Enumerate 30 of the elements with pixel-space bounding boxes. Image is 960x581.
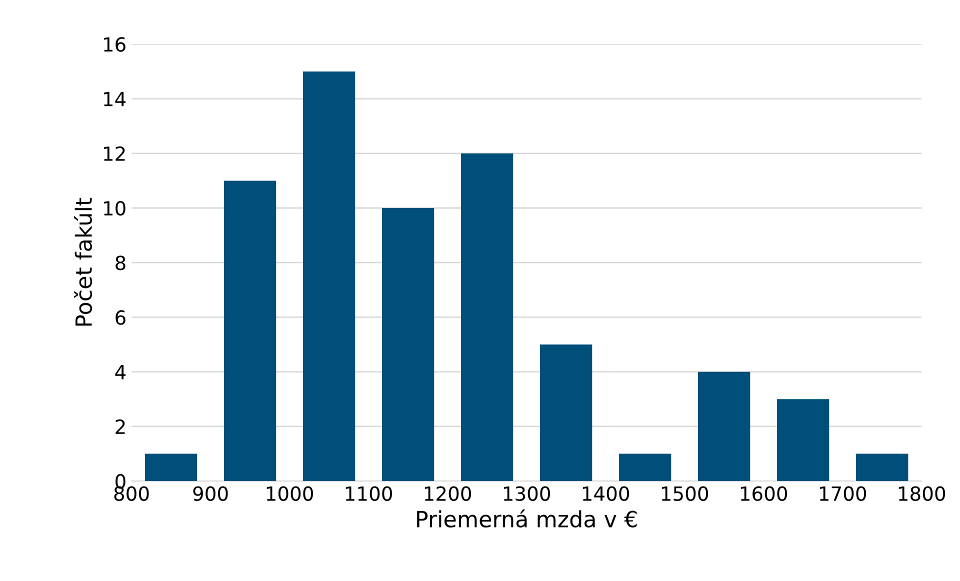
y-tick-label: 12 <box>104 146 125 161</box>
y-tick-label: 4 <box>115 365 126 380</box>
y-tick-label: 16 <box>104 37 126 52</box>
bar <box>540 344 592 482</box>
bar <box>382 208 434 482</box>
bar <box>224 180 276 482</box>
x-axis-title: Priemerná mzda v € <box>417 509 637 528</box>
x-tick-label: 1800 <box>898 486 946 501</box>
x-tick-label: 1100 <box>346 486 392 501</box>
x-tick-label: 1500 <box>662 486 708 501</box>
x-tick-label: 1400 <box>582 486 630 501</box>
y-tick-label: 2 <box>116 419 125 434</box>
x-tick-label: 1200 <box>424 486 472 501</box>
bar <box>144 454 198 482</box>
x-tick-label: 1700 <box>820 486 866 501</box>
bar <box>856 454 908 482</box>
bar <box>777 399 830 482</box>
x-tick-label: 1000 <box>266 486 313 501</box>
y-tick-label: 10 <box>104 200 126 216</box>
bar <box>698 372 750 482</box>
x-tick-label: 1600 <box>740 486 788 501</box>
y-tick-label: 6 <box>116 310 126 325</box>
x-tick-label: 1300 <box>504 486 550 501</box>
x-tick-label: 900 <box>193 486 228 501</box>
y-axis-title: Počet fakúlt <box>74 198 92 326</box>
bar <box>302 71 356 482</box>
bar <box>460 153 514 482</box>
bar <box>619 454 672 482</box>
y-tick-label: 14 <box>104 92 126 106</box>
y-tick-label: 8 <box>116 256 126 270</box>
